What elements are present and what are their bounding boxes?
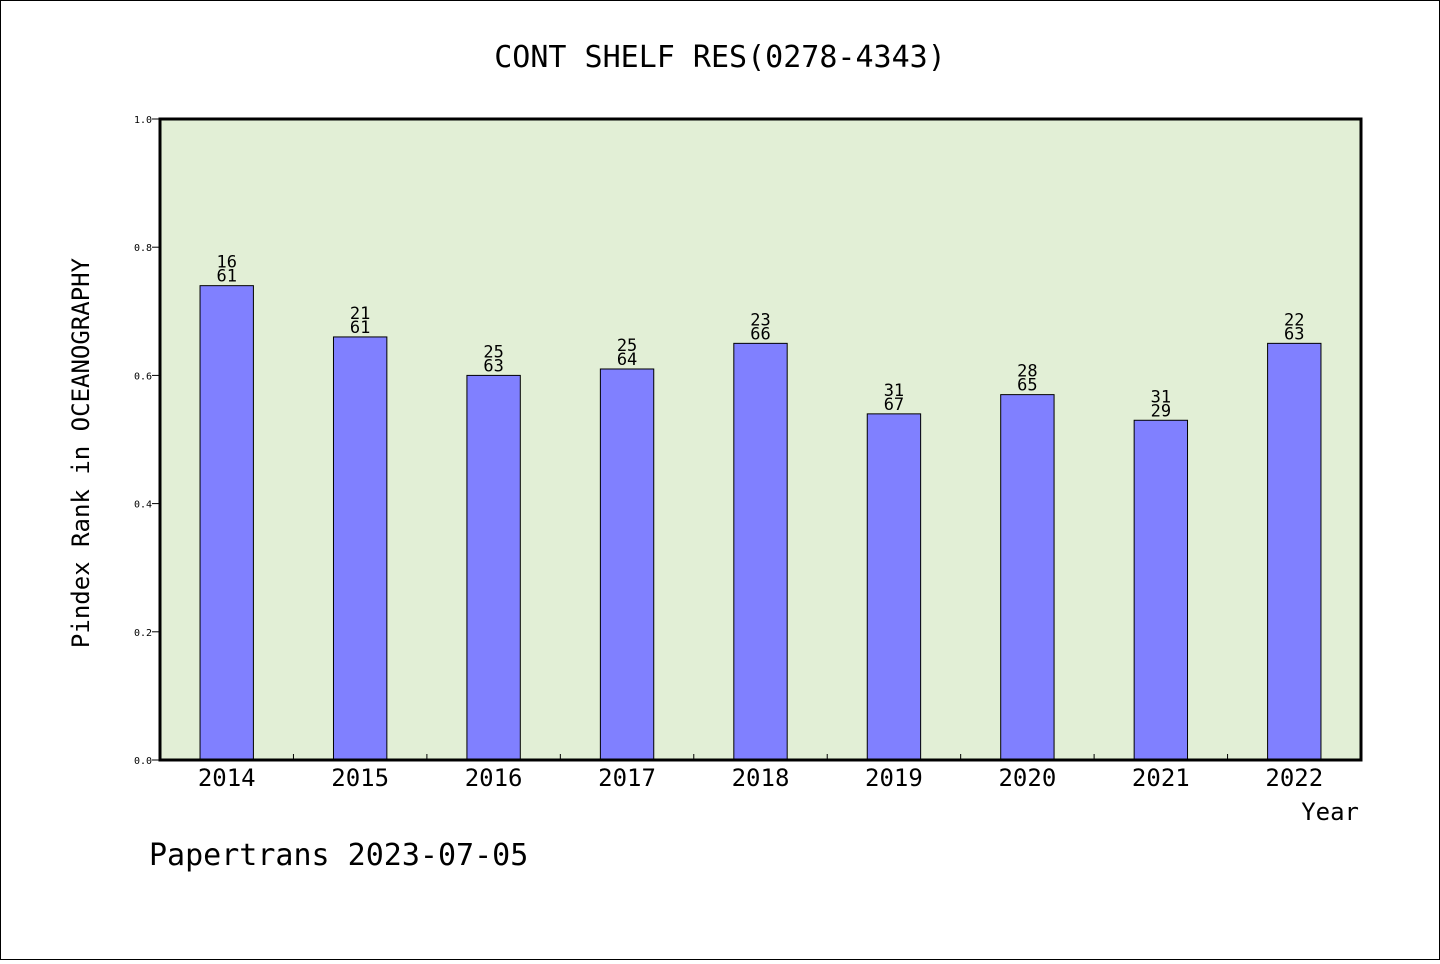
bar-label-bottom-2017: 64	[617, 350, 637, 370]
bar-label-bottom-2019: 67	[884, 395, 904, 415]
bar-label-top-2022: 22	[1284, 310, 1304, 330]
y-tick-label-0.0: 0.0	[134, 756, 152, 767]
y-axis-label: Pindex Rank in OCEANOGRAPHY	[67, 257, 95, 648]
bar-label-top-2018: 23	[750, 310, 770, 330]
x-tick-label-2018: 2018	[732, 764, 790, 792]
x-axis-label: Year	[1301, 798, 1359, 826]
bar-label-bottom-2016: 63	[483, 356, 503, 376]
bar-label-bottom-2022: 63	[1284, 324, 1304, 344]
x-axis-ticks: 2014 2015 2016 2017 2018 2019 2020 2021 2022	[198, 754, 1323, 792]
x-tick-label-2015: 2015	[331, 764, 389, 792]
y-tick-label-0.4: 0.4	[134, 500, 152, 511]
y-tick-label-0.6: 0.6	[134, 371, 152, 382]
bar-label-bottom-2015: 61	[350, 318, 370, 338]
bar-label-bottom-2014: 61	[216, 267, 236, 287]
x-tick-label-2020: 2020	[998, 764, 1056, 792]
chart-title: CONT SHELF RES(0278-4343)	[494, 40, 946, 75]
bar-label-bottom-2020: 65	[1017, 376, 1037, 396]
footer-text: Papertrans 2023-07-05	[149, 838, 528, 873]
bar-label-bottom-2018: 66	[750, 324, 770, 344]
bar-2016	[466, 374, 521, 761]
bar-label-top-2020: 28	[1017, 362, 1037, 382]
bar-2021	[1133, 419, 1189, 761]
bar-2018	[733, 342, 788, 761]
bar-label-top-2014: 16	[216, 253, 236, 273]
plot-border	[158, 117, 1363, 762]
x-tick-label-2019: 2019	[865, 764, 923, 792]
bars-group	[199, 285, 1322, 761]
bar-2017	[599, 368, 655, 761]
bar-label-top-2015: 21	[350, 304, 370, 324]
y-axis-ticks: 0.0 0.2 0.4 0.6 0.8 1.0	[134, 115, 160, 767]
x-tick-label-2017: 2017	[598, 764, 656, 792]
x-tick-label-2016: 2016	[465, 764, 523, 792]
bar-label-top-2019: 31	[884, 381, 904, 401]
y-tick-label-0.2: 0.2	[134, 628, 152, 639]
y-tick-label-0.8: 0.8	[134, 243, 152, 254]
x-tick-label-2021: 2021	[1132, 764, 1190, 792]
bar-label-top-2016: 25	[483, 342, 503, 362]
bar-label-bottom-2021: 29	[1151, 401, 1171, 421]
bar-2014	[199, 285, 254, 761]
bar-label-top-2021: 31	[1151, 387, 1171, 407]
y-tick-label-1.0: 1.0	[134, 115, 152, 126]
x-tick-label-2022: 2022	[1265, 764, 1323, 792]
bar-label-top-2017: 25	[617, 336, 637, 356]
bar-2019	[866, 413, 922, 761]
x-tick-label-2014: 2014	[198, 764, 256, 792]
bar-2022	[1267, 342, 1322, 761]
bar-2020	[1000, 394, 1055, 761]
bar-2015	[332, 336, 388, 761]
